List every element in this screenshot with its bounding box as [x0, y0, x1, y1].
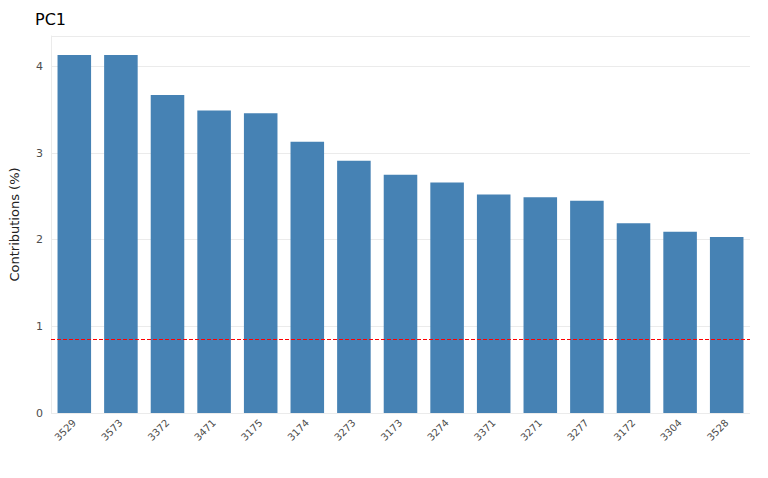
svg-text:3573: 3573	[99, 417, 125, 443]
svg-text:3: 3	[36, 147, 43, 160]
svg-text:3304: 3304	[658, 417, 684, 443]
svg-text:0: 0	[36, 407, 43, 420]
svg-text:3528: 3528	[705, 417, 731, 443]
svg-text:3273: 3273	[332, 417, 358, 443]
svg-text:3175: 3175	[239, 417, 265, 443]
svg-text:PC1: PC1	[35, 10, 66, 29]
svg-text:Contributions (%): Contributions (%)	[7, 167, 22, 281]
svg-text:2: 2	[36, 233, 43, 246]
svg-text:3371: 3371	[472, 417, 498, 443]
svg-text:3271: 3271	[518, 417, 544, 443]
svg-text:1: 1	[36, 320, 43, 333]
svg-text:3173: 3173	[379, 417, 405, 443]
svg-text:3529: 3529	[52, 417, 78, 443]
svg-text:3274: 3274	[425, 417, 451, 443]
svg-text:3471: 3471	[192, 417, 218, 443]
svg-text:3172: 3172	[612, 417, 638, 443]
svg-text:4: 4	[36, 60, 43, 73]
svg-text:3277: 3277	[565, 417, 591, 443]
svg-text:3372: 3372	[146, 417, 172, 443]
svg-text:3174: 3174	[285, 417, 311, 443]
